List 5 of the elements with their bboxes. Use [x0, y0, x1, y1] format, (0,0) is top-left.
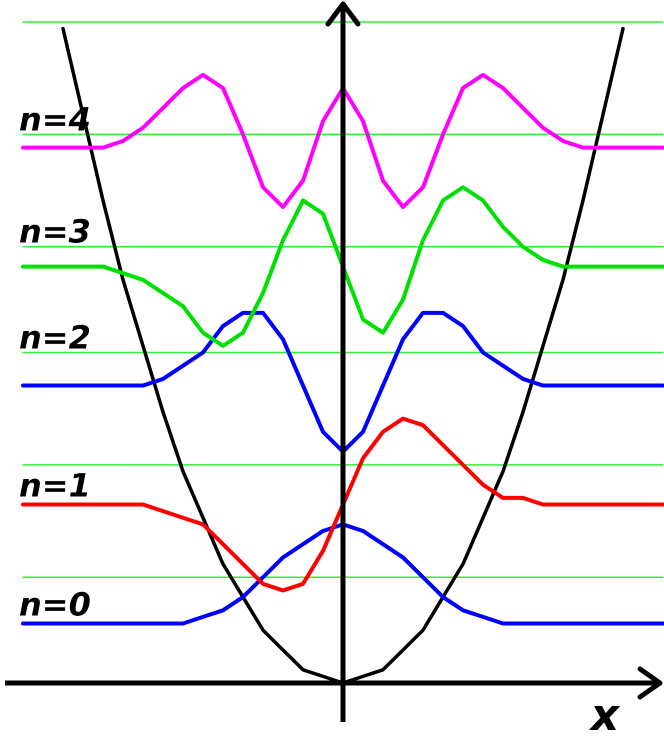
x-axis-title: x [588, 690, 621, 737]
series-label: n=1 [19, 466, 91, 505]
series-label: n=2 [19, 318, 91, 356]
series-label: n=3 [19, 212, 91, 251]
series-label: n=0 [19, 586, 91, 624]
